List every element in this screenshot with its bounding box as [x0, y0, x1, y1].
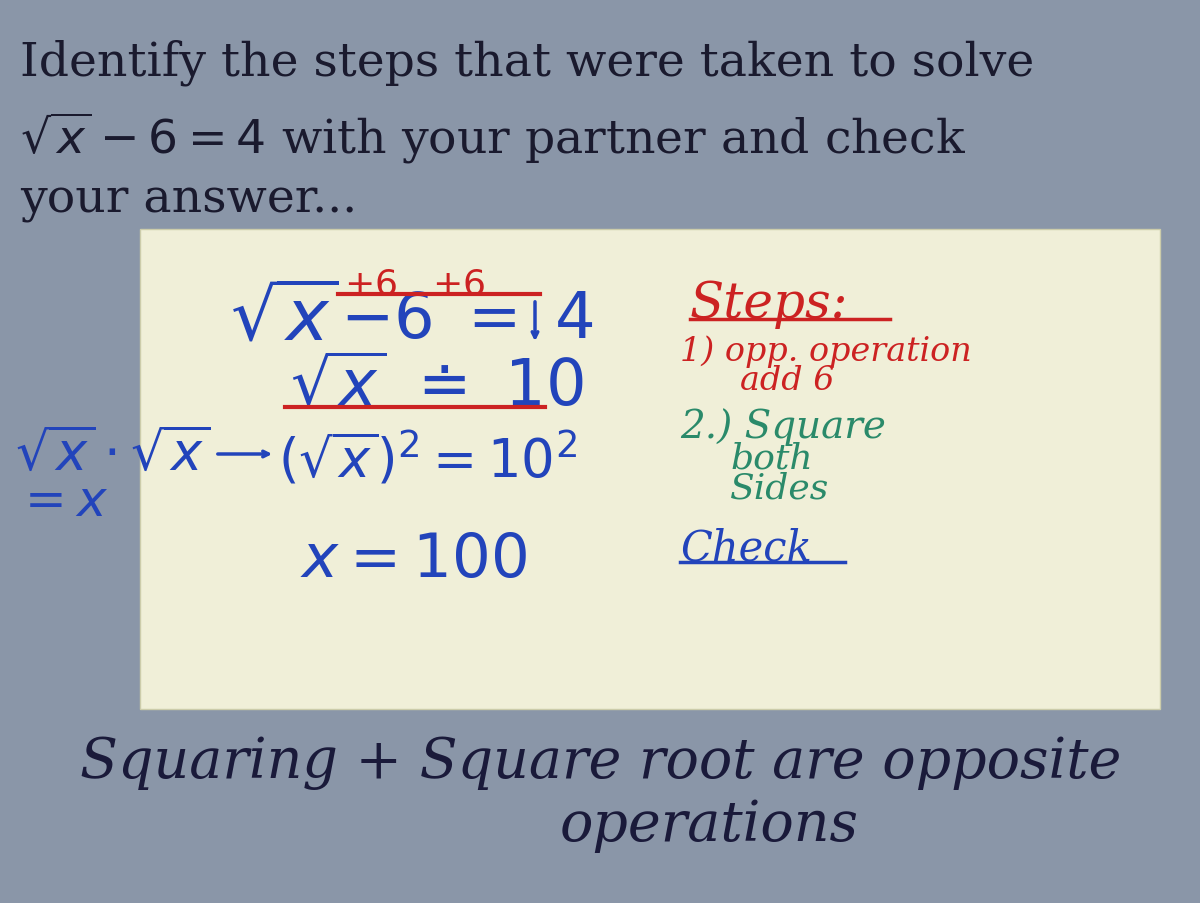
- Text: $\sqrt{x}-6=4$ with your partner and check: $\sqrt{x}-6=4$ with your partner and che…: [20, 110, 966, 165]
- Text: Identify the steps that were taken to solve: Identify the steps that were taken to so…: [20, 40, 1034, 87]
- Text: Sides: Sides: [730, 471, 829, 506]
- Text: $\sqrt{x}\ \doteq\ 10$: $\sqrt{x}\ \doteq\ 10$: [290, 358, 583, 419]
- Text: $x = 100$: $x = 100$: [300, 529, 527, 590]
- Text: 1) opp. operation: 1) opp. operation: [680, 335, 972, 368]
- Text: your answer...: your answer...: [20, 178, 358, 223]
- Text: Check: Check: [680, 527, 812, 570]
- Text: Squaring + Square root are opposite: Squaring + Square root are opposite: [80, 734, 1121, 789]
- Text: $(\sqrt{x})^2 = 10^2$: $(\sqrt{x})^2 = 10^2$: [278, 430, 577, 488]
- Text: 2.) Square: 2.) Square: [680, 407, 886, 445]
- Text: both: both: [730, 442, 812, 476]
- Text: Steps:: Steps:: [690, 280, 848, 329]
- Text: $\sqrt{x}$: $\sqrt{x}$: [230, 284, 338, 355]
- Text: $+6$: $+6$: [344, 267, 397, 302]
- Text: operations: operations: [560, 797, 859, 852]
- Text: add 6: add 6: [740, 365, 834, 396]
- Text: $+6$: $+6$: [432, 267, 485, 302]
- Text: $\sqrt{x}\cdot\sqrt{x}$: $\sqrt{x}\cdot\sqrt{x}$: [14, 430, 210, 480]
- Bar: [140, 229, 1160, 709]
- Text: $-6\ =\ 4$: $-6\ =\ 4$: [340, 290, 593, 350]
- Text: $=x$: $=x$: [14, 478, 108, 526]
